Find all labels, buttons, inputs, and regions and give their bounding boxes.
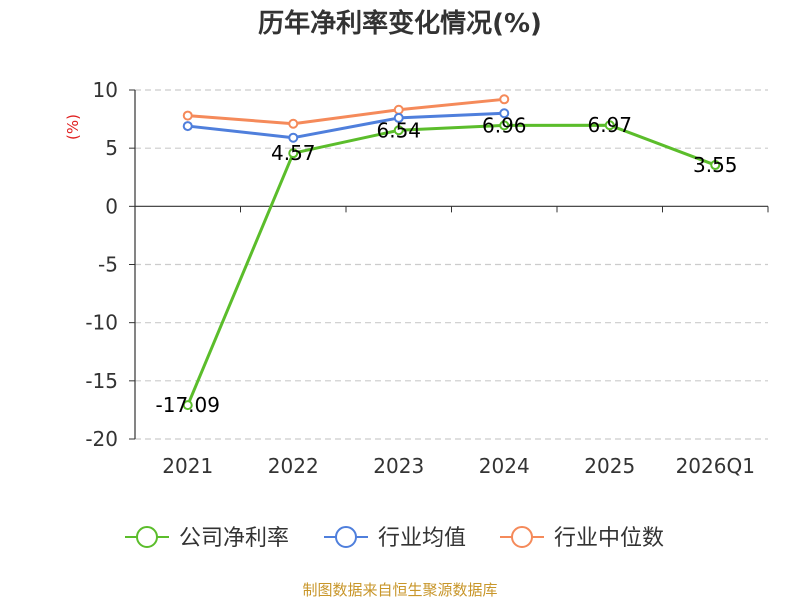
chart-title: 历年净利率变化情况(%) bbox=[258, 8, 542, 39]
legend-item[interactable]: 公司净利率 bbox=[125, 526, 289, 551]
series-point bbox=[604, 120, 615, 131]
series-point bbox=[393, 125, 404, 136]
data-label: 6.97 bbox=[587, 113, 632, 137]
series-point bbox=[288, 148, 299, 159]
x-tick-label: 2022 bbox=[268, 454, 319, 478]
legend-label: 公司净利率 bbox=[179, 526, 289, 551]
legend-marker bbox=[136, 526, 158, 548]
legend-label: 行业中位数 bbox=[554, 526, 664, 551]
data-label: 3.55 bbox=[693, 153, 738, 177]
series-point bbox=[393, 112, 404, 123]
series-point bbox=[288, 132, 299, 143]
legend-marker bbox=[335, 526, 357, 548]
series-point bbox=[499, 120, 510, 131]
series-line bbox=[187, 97, 505, 126]
y-axis-unit: (%) bbox=[64, 114, 82, 140]
source-note: 制图数据来自恒生聚源数据库 bbox=[302, 581, 497, 599]
legend-label: 行业均值 bbox=[378, 526, 466, 551]
series-point bbox=[288, 118, 299, 129]
series-point bbox=[182, 400, 193, 411]
data-label: 4.57 bbox=[271, 141, 316, 165]
series-lines bbox=[182, 94, 721, 411]
data-label: -17.09 bbox=[156, 393, 220, 417]
x-tick-label: 2026Q1 bbox=[676, 454, 755, 478]
y-tick-label: -20 bbox=[85, 427, 118, 451]
series-point bbox=[182, 110, 193, 121]
data-label: 6.54 bbox=[376, 118, 421, 142]
x-tick-label: 2025 bbox=[584, 454, 635, 478]
data-labels: -17.09 4.57 6.54 6.96 6.97 3.55 bbox=[156, 113, 738, 417]
y-tick-label: 5 bbox=[105, 136, 118, 160]
axes: 10 5 0 -5 -10 -15 -20 2021 2022 2023 2024 2025 2026Q… bbox=[85, 78, 769, 478]
y-tick-label: -15 bbox=[85, 369, 118, 393]
series-point bbox=[393, 104, 404, 115]
y-tick-label: 10 bbox=[93, 78, 118, 102]
series-point bbox=[499, 108, 510, 119]
series-point bbox=[710, 160, 721, 171]
series-point bbox=[182, 121, 193, 132]
legend-item[interactable]: 行业中位数 bbox=[500, 526, 664, 551]
data-label: 6.96 bbox=[482, 113, 527, 137]
x-tick-label: 2021 bbox=[162, 454, 213, 478]
series-line bbox=[187, 111, 505, 140]
series-point bbox=[499, 94, 510, 105]
legend-marker bbox=[511, 526, 533, 548]
legend[interactable]: 公司净利率 行业均值 行业中位数 bbox=[125, 526, 664, 551]
x-tick-label: 2024 bbox=[479, 454, 530, 478]
y-tick-label: 0 bbox=[105, 194, 118, 218]
y-tick-label: -10 bbox=[85, 311, 118, 335]
grid-lines bbox=[135, 89, 768, 440]
series-line bbox=[186, 123, 716, 406]
y-tick-label: -5 bbox=[98, 253, 118, 277]
x-tick-label: 2023 bbox=[373, 454, 424, 478]
legend-item[interactable]: 行业均值 bbox=[324, 526, 466, 551]
